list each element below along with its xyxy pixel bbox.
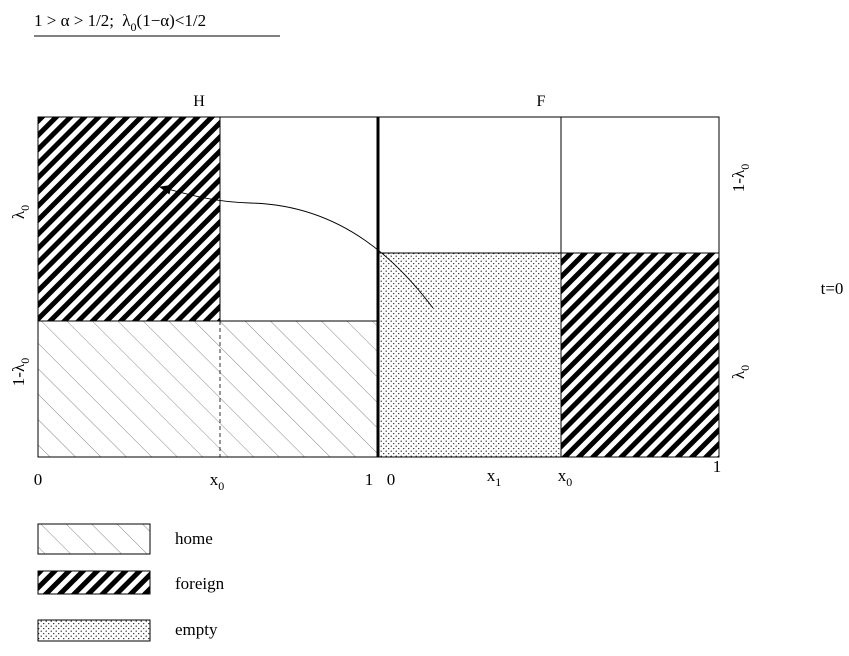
home-foreign-region — [37, 116, 221, 322]
legend-item-home: home — [37, 523, 213, 555]
home-panel — [37, 116, 379, 458]
legend-swatch-empty — [37, 619, 151, 642]
svg-text:1 > α > 1/2; λ0(1−α)<1/2: 1 > α > 1/2; λ0(1−α)<1/2 — [34, 11, 206, 34]
legend-label-foreign: foreign — [175, 574, 225, 593]
panel-label-foreign: F — [537, 93, 546, 110]
condition-title: 1 > α > 1/2; λ0(1−α)<1/2 — [34, 11, 280, 37]
foreign-axis-one: 1 — [713, 457, 722, 476]
legend-swatch-foreign — [37, 570, 151, 595]
home-axis-one: 1 — [365, 470, 374, 489]
foreign-empty-region — [377, 252, 562, 458]
legend-label-home: home — [175, 529, 213, 548]
foreign-foreign-region — [560, 252, 720, 458]
foreign-side-label-lambda: λ0 — [729, 365, 752, 379]
foreign-axis-x0: x0 — [558, 466, 573, 489]
home-axis-x0: x0 — [210, 470, 225, 493]
legend-swatch-home — [37, 523, 151, 555]
legend-item-empty: empty — [37, 619, 218, 642]
home-home-region — [37, 320, 379, 458]
foreign-axis-x1: x1 — [487, 466, 502, 489]
foreign-side-label-one-minus-lambda: 1-λ0 — [729, 164, 752, 192]
legend: home foreign empty — [37, 523, 225, 642]
home-axis-zero: 0 — [34, 470, 43, 489]
foreign-panel — [377, 116, 720, 458]
home-side-label-one-minus-lambda: 1-λ0 — [9, 358, 32, 386]
home-side-label-lambda: λ0 — [9, 205, 32, 219]
legend-label-empty: empty — [175, 620, 218, 639]
foreign-axis-zero: 0 — [387, 470, 396, 489]
legend-item-foreign: foreign — [37, 570, 225, 595]
migration-arrow — [159, 184, 434, 309]
time-label: t=0 — [821, 279, 844, 298]
panel-label-home: H — [193, 93, 205, 110]
